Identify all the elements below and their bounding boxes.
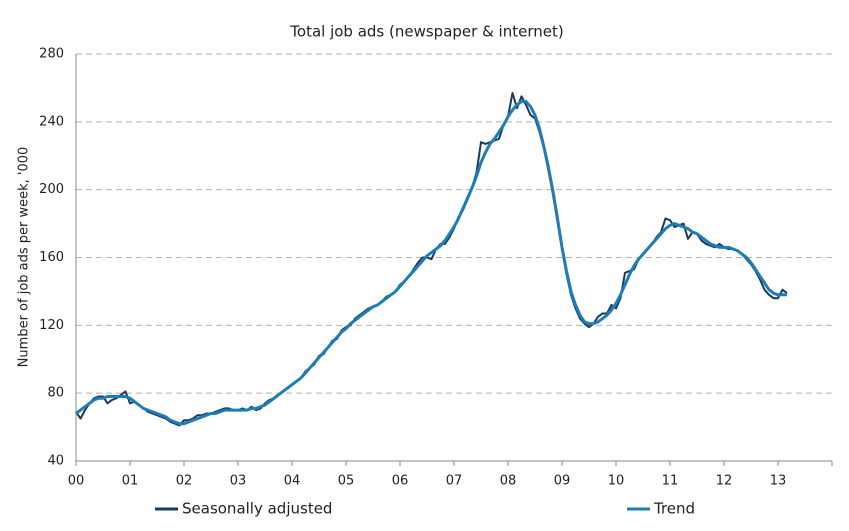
data-line bbox=[75, 99, 787, 426]
x-tick-label: 13 bbox=[770, 474, 787, 489]
chart-title: Total job ads (newspaper & internet) bbox=[289, 23, 563, 41]
x-tick-label: 03 bbox=[230, 474, 247, 489]
y-tick-label: 240 bbox=[39, 114, 64, 129]
legend-label: Seasonally adjusted bbox=[182, 500, 332, 518]
x-tick-label: 09 bbox=[554, 474, 571, 489]
y-tick-label: 80 bbox=[47, 386, 64, 401]
x-tick-label: 05 bbox=[338, 474, 355, 489]
x-tick-label: 10 bbox=[608, 474, 625, 489]
x-tick-label: 01 bbox=[122, 474, 139, 489]
x-tick-label: 00 bbox=[68, 474, 85, 489]
x-tick-label: 04 bbox=[284, 474, 301, 489]
data-line bbox=[75, 92, 788, 427]
y-axis-label: Number of job ads per week, '000 bbox=[17, 147, 32, 368]
x-tick-label: 12 bbox=[716, 474, 733, 489]
y-tick-label: 120 bbox=[39, 318, 64, 333]
x-tick-label: 06 bbox=[392, 474, 409, 489]
x-tick-label: 02 bbox=[176, 474, 193, 489]
y-tick-label: 40 bbox=[47, 454, 64, 469]
y-tick-label: 160 bbox=[39, 250, 64, 265]
x-tick-label: 08 bbox=[500, 474, 517, 489]
y-tick-label: 200 bbox=[39, 182, 64, 197]
x-tick-label: 11 bbox=[662, 474, 679, 489]
x-tick-label: 07 bbox=[446, 474, 463, 489]
y-tick-label: 280 bbox=[39, 47, 64, 62]
legend-label: Trend bbox=[653, 500, 695, 518]
